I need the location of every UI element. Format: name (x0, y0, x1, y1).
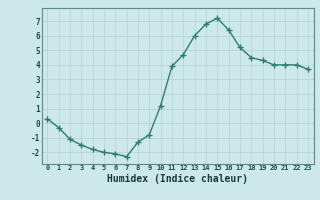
X-axis label: Humidex (Indice chaleur): Humidex (Indice chaleur) (107, 174, 248, 184)
